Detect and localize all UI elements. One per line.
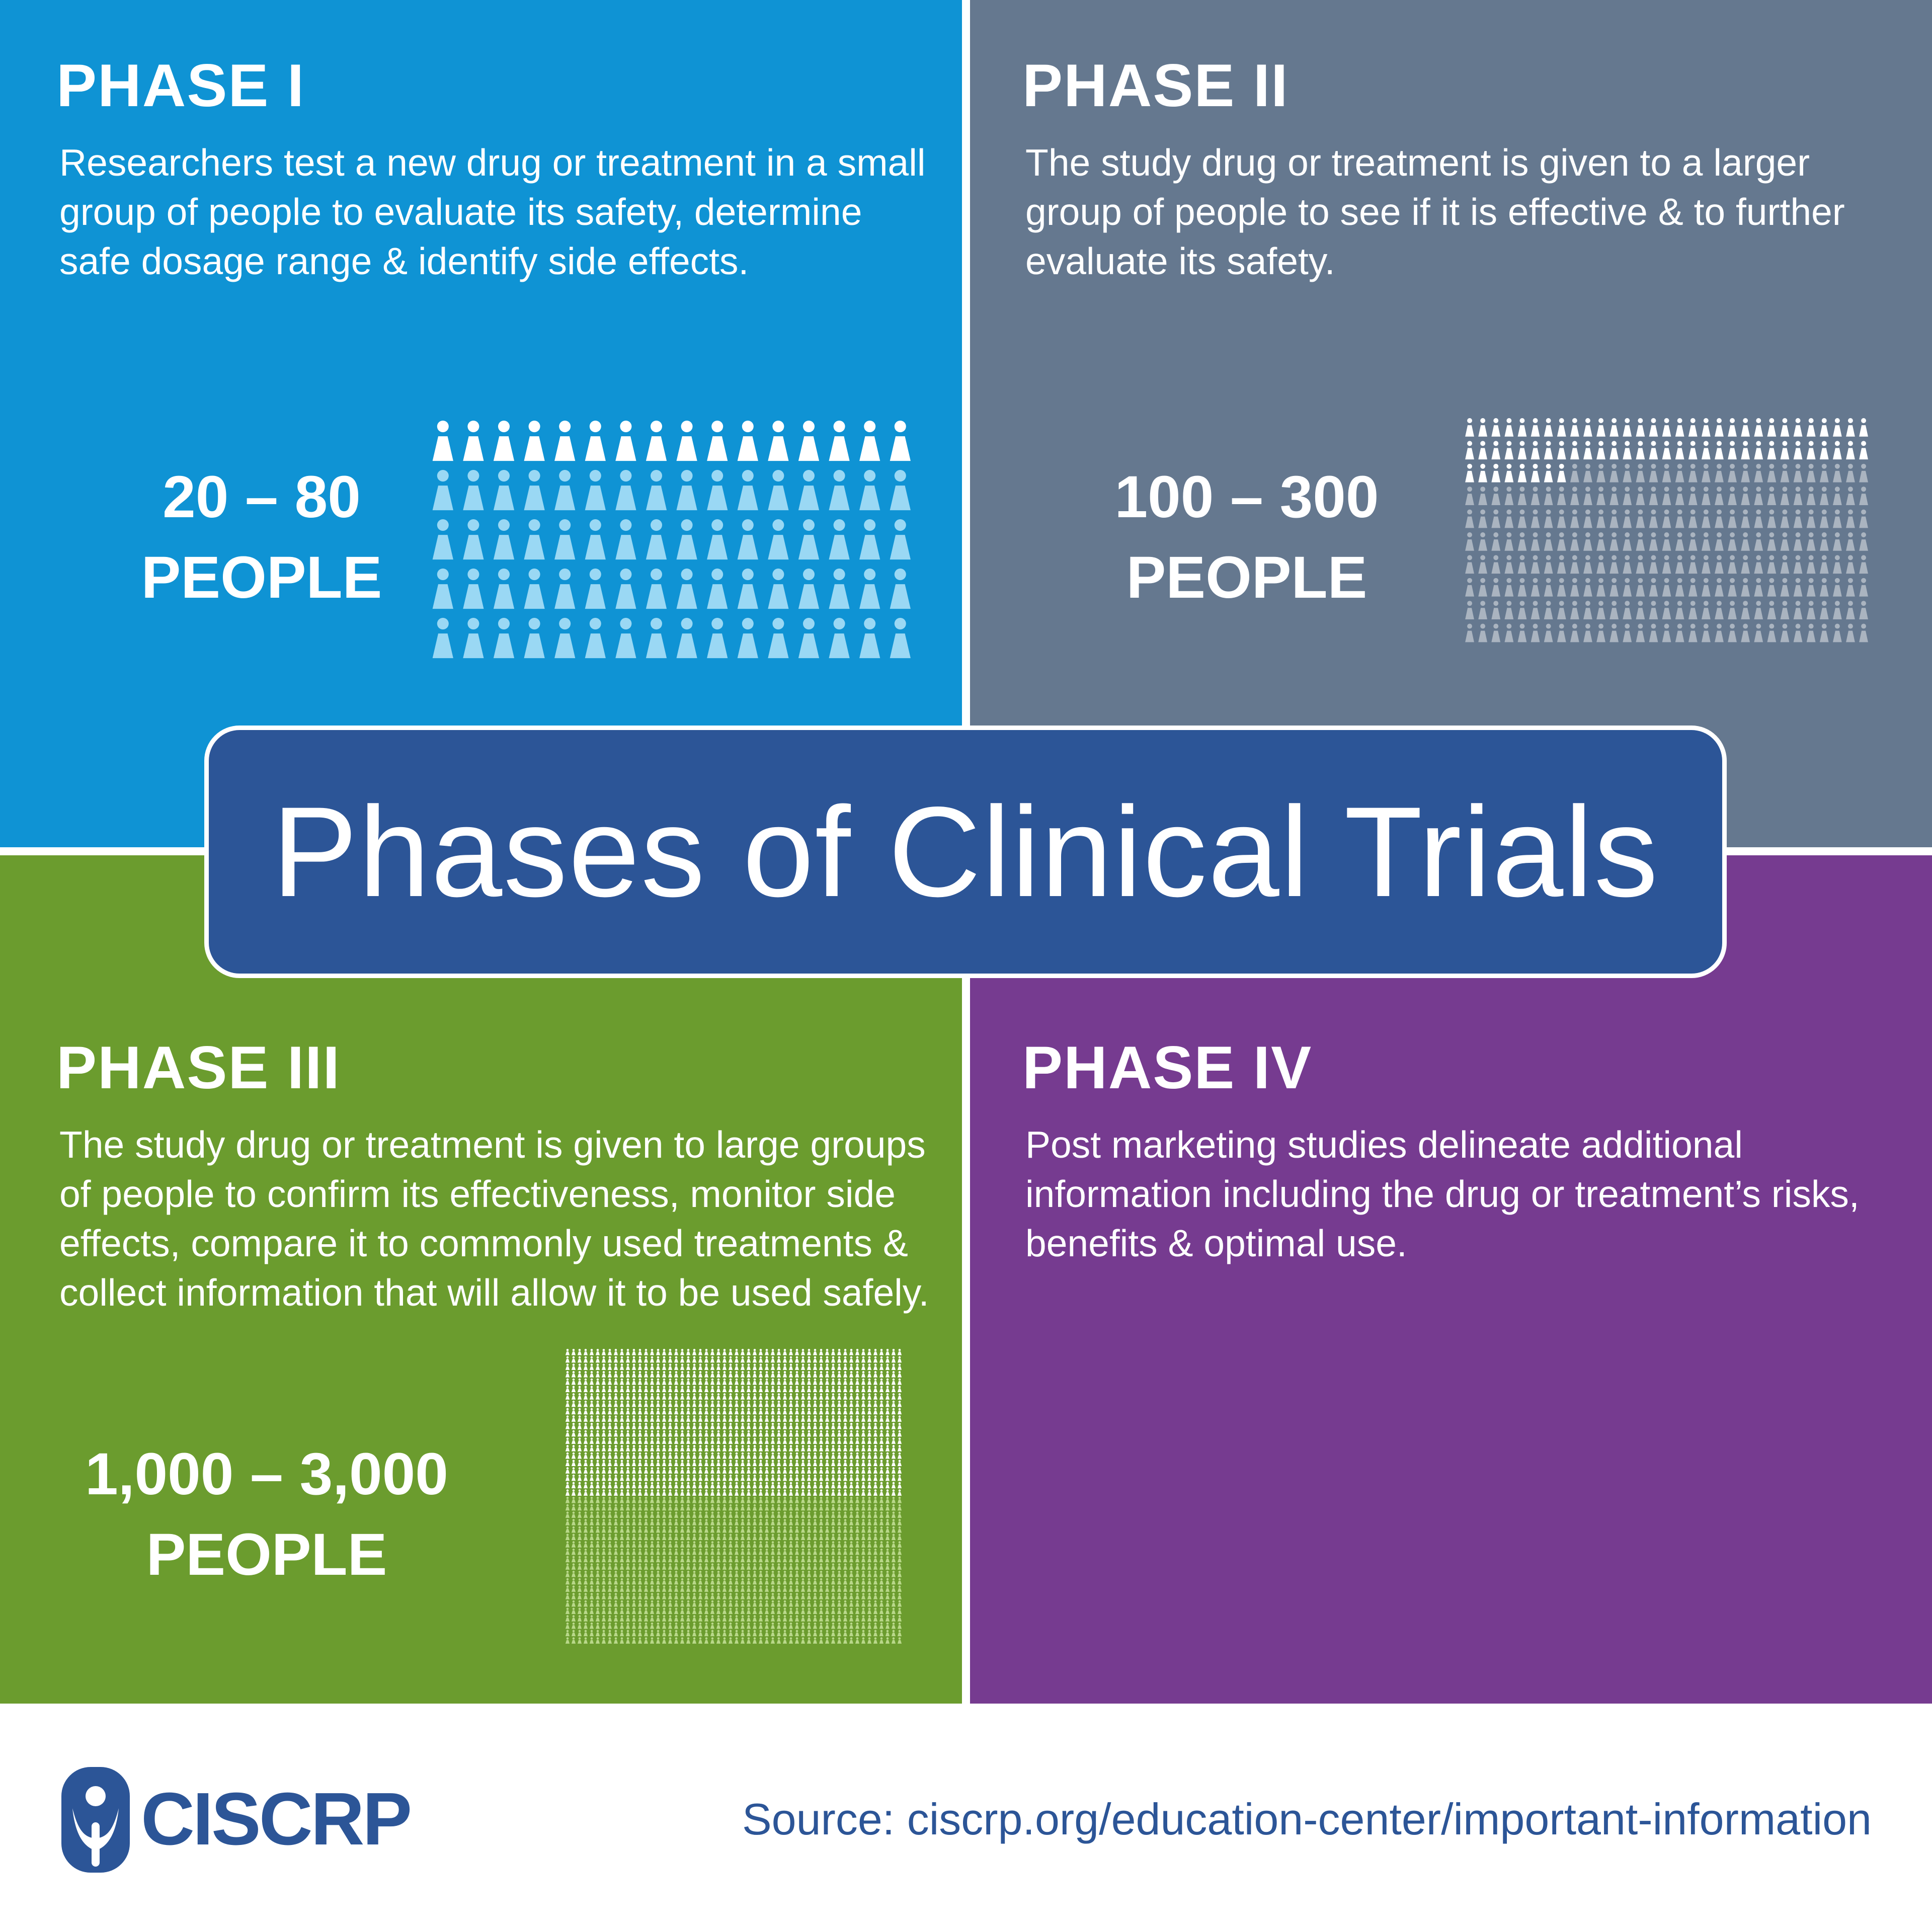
phase-3-count-range: 1,000 – 3,000 [85, 1441, 448, 1507]
title-banner: Phases of Clinical Trials [204, 726, 1727, 978]
page-title: Phases of Clinical Trials [272, 780, 1659, 924]
ciscrp-logo: CISCRP [60, 1762, 423, 1878]
phase-2-description: The study drug or treatment is given to … [1025, 141, 1845, 282]
phase-3-people-grid [565, 1348, 902, 1644]
phase-3-count-unit: PEOPLE [146, 1521, 387, 1588]
phase-1-title: PHASE I [56, 52, 305, 119]
ciscrp-logo-text: CISCRP [141, 1778, 412, 1861]
phase-4-title: PHASE IV [1022, 1034, 1313, 1101]
source-citation: Source: ciscrp.org/education-center/impo… [742, 1794, 1872, 1844]
ciscrp-logo-icon [61, 1767, 130, 1873]
phase-3-people-icons [565, 1348, 902, 1644]
phase-2-count-unit: PEOPLE [1126, 544, 1367, 611]
phase-2-title: PHASE II [1022, 52, 1289, 119]
phase-3-title: PHASE III [56, 1034, 341, 1101]
phase-3-description: The study drug or treatment is given to … [59, 1123, 929, 1314]
phase-1-count: 20 – 80 PEOPLE [111, 457, 413, 618]
footer: CISCRP Source: ciscrp.org/education-cent… [0, 1704, 1932, 1932]
phase-4-description: Post marketing studies delineate additio… [1025, 1123, 1860, 1264]
phase-2-count: 100 – 300 PEOPLE [1071, 457, 1423, 618]
phase-3-count: 1,000 – 3,000 PEOPLE [40, 1434, 493, 1595]
phase-1-count-range: 20 – 80 [163, 464, 361, 530]
phase-1-people-icons [432, 421, 911, 659]
phase-2-people-grid [1465, 418, 1868, 642]
phase-1-count-unit: PEOPLE [141, 544, 382, 611]
phase-2-panel: PHASE II The study drug or treatment is … [970, 0, 1932, 847]
phase-1-description: Researchers test a new drug or treatment… [59, 141, 926, 282]
phase-3-panel: PHASE III The study drug or treatment is… [0, 855, 962, 1704]
phase-2-count-range: 100 – 300 [1114, 464, 1379, 530]
phase-1-panel: PHASE I Researchers test a new drug or t… [0, 0, 962, 847]
phase-2-people-icons [1465, 418, 1868, 642]
phase-1-people-grid [432, 421, 911, 659]
phase-4-panel: PHASE IV Post marketing studies delineat… [970, 855, 1932, 1704]
